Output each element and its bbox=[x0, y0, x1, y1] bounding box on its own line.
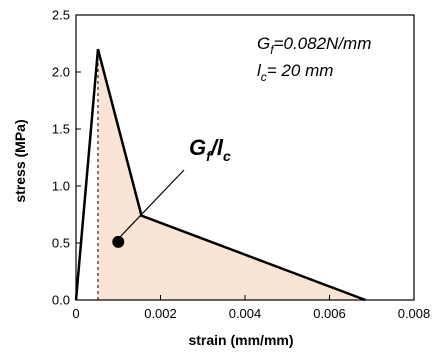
y-tick-label: 0.5 bbox=[52, 236, 70, 251]
ratio-denominator-subscript: c bbox=[223, 148, 231, 164]
ratio-leader-line bbox=[119, 169, 185, 238]
y-tick-label: 2.0 bbox=[52, 65, 70, 80]
y-tick-label: 1.5 bbox=[52, 122, 70, 137]
x-axis-label: strain (mm/mm) bbox=[188, 332, 293, 348]
shaded-energy-area bbox=[97, 49, 366, 301]
x-tick-label: 0 bbox=[72, 306, 79, 321]
x-tick-label: 0.008 bbox=[398, 306, 431, 321]
ratio-numerator-subscript: f bbox=[206, 148, 212, 164]
lc-subscript: c bbox=[261, 70, 267, 84]
gf-value: =0.082N/mm bbox=[274, 34, 372, 53]
x-tick-label: 0.006 bbox=[313, 306, 346, 321]
energy-ratio-label: Gf/lc bbox=[189, 135, 231, 164]
ratio-numerator: G bbox=[189, 135, 206, 160]
lc-symbol: l bbox=[257, 61, 262, 80]
ticks-layer: 0 0.002 0.004 0.006 0.008 0.0 0.5 1.0 1.5 2.0 2.5 bbox=[52, 8, 430, 322]
y-tick-label: 0.0 bbox=[52, 293, 70, 308]
ratio-slash: / bbox=[210, 135, 220, 160]
gf-annotation: Gf=0.082N/mm bbox=[257, 34, 371, 57]
y-axis-label: stress (MPa) bbox=[12, 119, 28, 202]
ratio-denominator: l bbox=[217, 135, 224, 160]
y-tick-label: 1.0 bbox=[52, 179, 70, 194]
marker-point bbox=[112, 235, 125, 248]
x-tick-label: 0.004 bbox=[229, 306, 262, 321]
y-tick-label: 2.5 bbox=[52, 8, 70, 23]
gf-symbol: G bbox=[257, 34, 270, 53]
shaded-area-layer bbox=[97, 49, 366, 301]
gf-subscript: f bbox=[270, 43, 275, 57]
series-line-0 bbox=[74, 48, 366, 302]
lc-annotation: lc= 20 mm bbox=[257, 61, 333, 84]
lc-value: = 20 mm bbox=[267, 61, 334, 80]
x-tick-label: 0.002 bbox=[144, 306, 177, 321]
